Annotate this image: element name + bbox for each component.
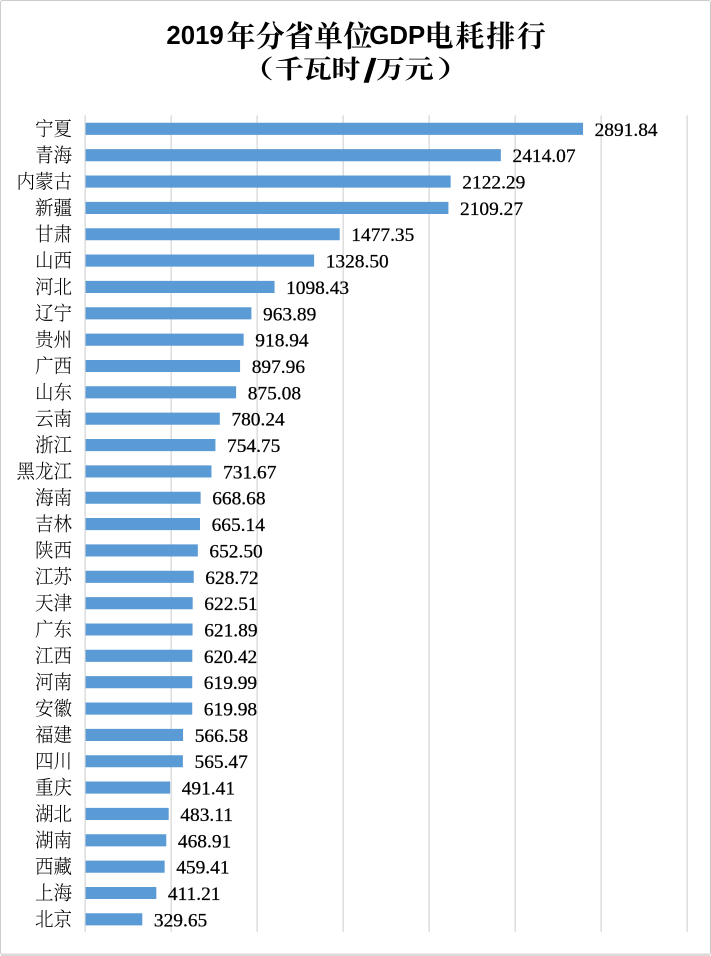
svg-text:491.41: 491.41 [182,779,235,800]
svg-text:621.89: 621.89 [204,620,257,641]
svg-text:668.68: 668.68 [212,489,265,510]
svg-text:2414.07: 2414.07 [513,146,576,167]
svg-text:897.96: 897.96 [252,357,306,378]
svg-text:2019: 2019 [166,22,223,50]
svg-text:652.50: 652.50 [209,541,262,562]
svg-text:329.65: 329.65 [154,910,207,931]
svg-text:2122.29: 2122.29 [462,173,525,194]
svg-text:622.51: 622.51 [204,594,257,615]
svg-text:566.58: 566.58 [195,726,248,747]
svg-text:619.98: 619.98 [204,700,257,721]
svg-text:565.47: 565.47 [195,752,249,773]
svg-text:754.75: 754.75 [227,436,280,457]
svg-text:468.91: 468.91 [178,831,231,852]
svg-text:1328.50: 1328.50 [326,252,389,273]
svg-text:GDP: GDP [369,22,425,50]
svg-text:619.99: 619.99 [204,673,257,694]
svg-text:780.24: 780.24 [231,410,285,431]
svg-text:411.21: 411.21 [168,884,221,905]
svg-text:620.42: 620.42 [204,647,257,668]
svg-text:963.89: 963.89 [263,304,316,325]
svg-text:1098.43: 1098.43 [286,278,349,299]
svg-text:2891.84: 2891.84 [595,120,658,141]
svg-text:918.94: 918.94 [255,331,309,352]
svg-text:2109.27: 2109.27 [460,199,523,220]
svg-text:731.67: 731.67 [223,462,277,483]
svg-text:459.41: 459.41 [176,858,229,879]
svg-text:875.08: 875.08 [248,383,301,404]
svg-text:483.11: 483.11 [180,805,233,826]
svg-text:1477.35: 1477.35 [351,225,414,246]
svg-text:665.14: 665.14 [212,515,266,536]
svg-text:628.72: 628.72 [205,568,258,589]
